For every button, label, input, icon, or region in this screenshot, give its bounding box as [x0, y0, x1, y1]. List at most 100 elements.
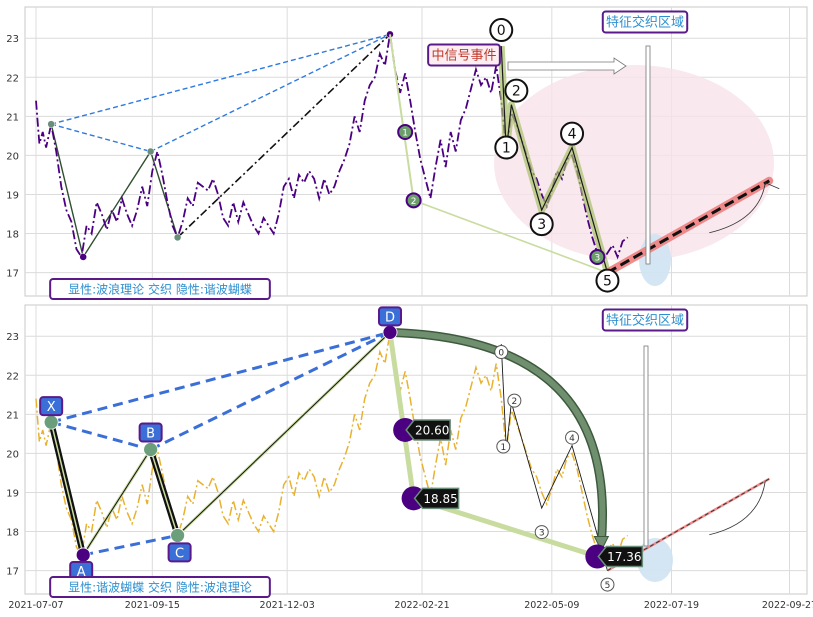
price-level-label: 20.60: [415, 423, 449, 437]
harmonic-point-C: [173, 233, 182, 242]
harmonic-label-text: D: [385, 310, 395, 325]
wave-point: 1: [494, 135, 519, 160]
legend-text-box: [49, 278, 271, 300]
harmonic-dashed-line: [50, 123, 151, 153]
small-marker-label: 1: [402, 128, 408, 138]
x-tick-label: 2021-12-03: [260, 600, 315, 611]
x-tick-label: 2021-09-15: [125, 600, 180, 611]
harmonic-label: X: [39, 396, 64, 417]
wave-point-label: 3: [539, 529, 545, 539]
harmonic-dashed-line: [150, 33, 391, 153]
small-marker-label: 3: [594, 253, 600, 263]
y-tick-label: 19: [6, 190, 19, 201]
projection-arc: [389, 329, 606, 543]
target-tick: [765, 182, 780, 190]
target-dashed-line: [606, 179, 771, 274]
wave-point-circle: [494, 345, 509, 360]
price-level-callout: 20.60: [393, 417, 451, 442]
harmonic-dashed-line: [149, 330, 391, 451]
legend-text-box: [49, 576, 271, 598]
zone-label-text: 特征交织区域: [606, 313, 684, 329]
y-tick-label: 22: [6, 371, 19, 382]
vertical-marker: [643, 345, 649, 547]
wave-point-circle: [507, 393, 522, 408]
harmonic-point-C: [170, 528, 185, 543]
harmonic-dashed-line: [50, 330, 391, 424]
wave-point-label: 4: [568, 127, 577, 143]
legend-text: 显性:波浪理论 交织 隐性:谐波蝴蝶: [49, 278, 271, 300]
x-tick-label: 2022-07-19: [644, 600, 699, 611]
wave-point-circle: [529, 212, 554, 237]
price-level-callout: 18.85: [401, 486, 460, 511]
wave-point-circle: [504, 78, 529, 103]
harmonic-leg-inner: [50, 421, 84, 556]
wave-line: [500, 46, 609, 273]
y-tick-label: 20: [6, 449, 19, 460]
wave-point-circle: [600, 577, 615, 592]
wave-point-label: 0: [498, 349, 504, 359]
price-level-callout: 17.36: [585, 544, 644, 569]
price-level-label: 17.36: [607, 550, 641, 564]
wave-point-label: 5: [605, 581, 611, 591]
x-tick-label: 2021-07-07: [8, 600, 63, 611]
wave-line: [500, 344, 608, 571]
wave-point: 0: [489, 18, 514, 43]
harmonic-label-text: X: [47, 400, 56, 415]
zone-label-box: [601, 308, 689, 332]
harmonic-point-D: [382, 324, 398, 340]
y-tick-label: 21: [6, 410, 19, 421]
price-level-box: [405, 419, 451, 441]
harmonic-label: D: [377, 306, 402, 327]
y-tick-label: 18: [6, 230, 19, 241]
harmonic-point-A: [75, 547, 91, 563]
projection-line: [387, 331, 417, 499]
zone-label-box: [601, 10, 689, 34]
zone-label: 特征交织区域: [601, 308, 689, 332]
y-tick-label: 20: [6, 151, 19, 162]
wave-point-circle: [534, 525, 549, 540]
harmonic-label-text: B: [146, 427, 155, 442]
signal-arrow: [507, 57, 627, 75]
feature-zone-ellipse: [494, 65, 774, 261]
wave-point-circle: [489, 18, 514, 43]
y-tick-label: 17: [6, 269, 19, 280]
wave-point-label: 1: [500, 443, 506, 453]
signal-label-box: [427, 43, 501, 67]
price-level-box: [597, 545, 644, 568]
harmonic-dashed-line: [50, 420, 152, 451]
harmonic-point-X: [43, 414, 59, 430]
wave-point-label: 0: [497, 23, 506, 39]
small-marker: 2: [405, 192, 422, 209]
small-marker-dot: [405, 192, 422, 209]
small-marker: 3: [589, 248, 606, 265]
wave-point: 2: [507, 393, 522, 408]
y-tick-label: 23: [6, 34, 19, 45]
harmonic-point-B: [143, 442, 159, 457]
harmonic-dashed-line: [82, 533, 178, 557]
harmonic-label-box: [39, 396, 64, 417]
wave-point-label: 4: [569, 434, 575, 444]
vertical-marker: [645, 45, 651, 265]
projection-line: [389, 34, 415, 201]
wave-point-label: 1: [502, 141, 511, 157]
harmonic-leg-thin: [82, 449, 152, 556]
wave-point: 4: [565, 430, 580, 445]
y-tick-label: 23: [6, 332, 19, 343]
wave-point: 1: [496, 439, 511, 454]
projection-line: [413, 199, 608, 274]
harmonic-label-box: [377, 306, 402, 327]
signal-label: 中信号事件: [427, 43, 501, 67]
harmonic-label: B: [138, 422, 163, 443]
harmonic-cd-line: [177, 33, 391, 238]
y-tick-label: 18: [6, 528, 19, 539]
wave-point-label: 2: [512, 397, 518, 407]
harmonic-point-X: [47, 120, 55, 128]
wave-point-label: 2: [512, 84, 521, 100]
wave-point: 4: [560, 121, 585, 146]
harmonic-leg-line: [50, 123, 179, 259]
target-arc: [709, 480, 766, 536]
wave-point: 5: [600, 577, 615, 592]
harmonic-point-A: [79, 253, 87, 261]
x-tick-label: 2022-05-09: [524, 600, 579, 611]
